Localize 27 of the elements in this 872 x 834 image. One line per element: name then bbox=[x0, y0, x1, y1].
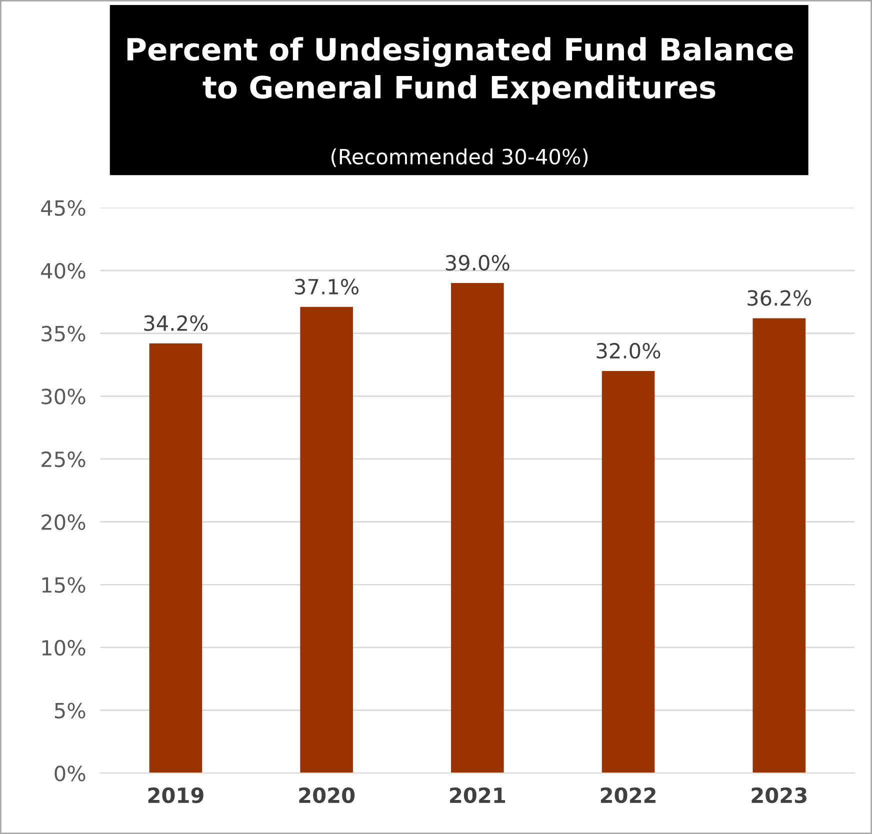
y-tick-label: 0% bbox=[54, 766, 86, 782]
y-tick-label: 15% bbox=[42, 577, 86, 593]
x-tick-label: 2021 bbox=[450, 787, 505, 804]
x-tick-label: 2023 bbox=[752, 787, 806, 804]
bar bbox=[602, 371, 655, 774]
data-label: 39.0% bbox=[446, 254, 510, 271]
y-tick-label: 10% bbox=[42, 640, 86, 656]
data-label: 34.2% bbox=[144, 315, 208, 332]
y-tick-label: 40% bbox=[41, 262, 86, 279]
y-tick-label: 45% bbox=[41, 200, 86, 216]
bar bbox=[300, 306, 353, 774]
x-tick-label: 2019 bbox=[148, 787, 204, 804]
y-tick-label: 20% bbox=[42, 514, 86, 530]
bar bbox=[149, 343, 202, 774]
data-label: 32.0% bbox=[596, 342, 660, 359]
chart-subtitle: (Recommended 30-40%) bbox=[332, 148, 588, 167]
y-tick-label: 30% bbox=[42, 388, 86, 404]
data-label: 37.1% bbox=[295, 278, 359, 295]
y-tick-label: 35% bbox=[42, 326, 86, 342]
y-tick-label: 5% bbox=[54, 702, 86, 718]
chart-title: Percent of Undesignated Fund Balance to General Fund Expenditures bbox=[127, 37, 793, 105]
x-tick-label: 2022 bbox=[600, 787, 656, 804]
y-tick-label: 25% bbox=[42, 451, 86, 468]
bar bbox=[752, 318, 806, 774]
x-tick-label: 2020 bbox=[299, 787, 355, 804]
data-label: 36.2% bbox=[748, 290, 812, 306]
bar bbox=[451, 283, 504, 774]
